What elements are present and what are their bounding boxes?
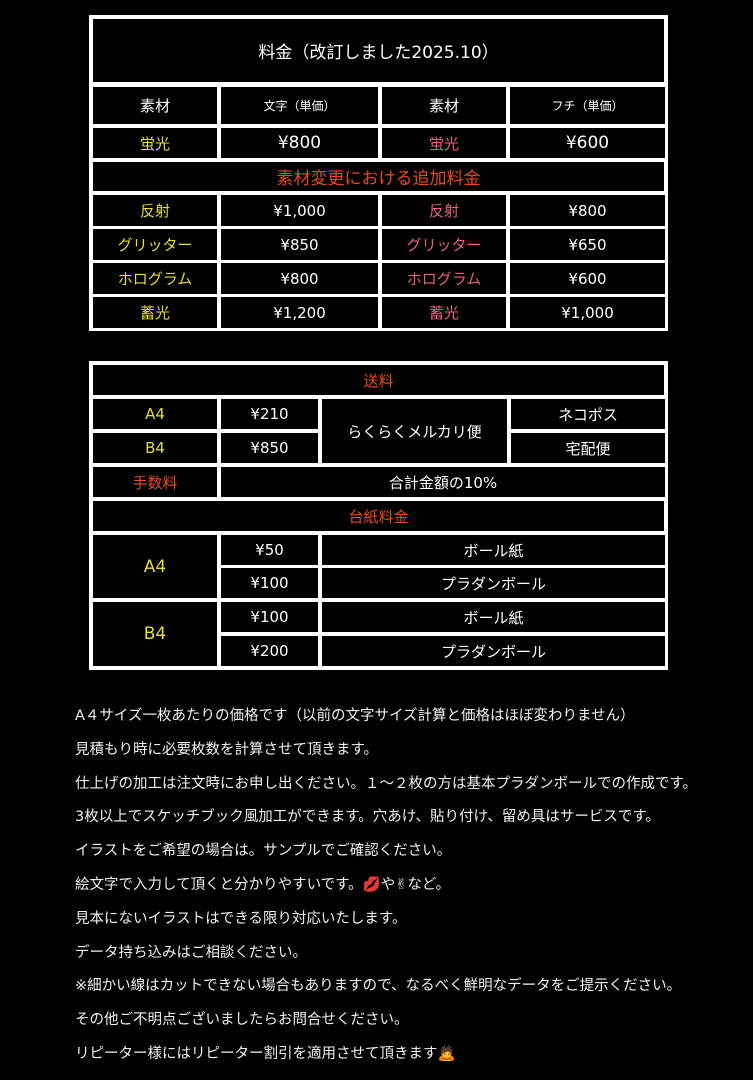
- board-type: ボール紙: [322, 602, 665, 632]
- board-size: A4: [93, 535, 217, 598]
- note-line: 見積もり時に必要枚数を計算させて頂きます。: [75, 741, 379, 758]
- price-cell: ¥600: [510, 128, 665, 158]
- price-cell: ¥600: [510, 263, 665, 294]
- board-price: ¥100: [221, 602, 318, 632]
- material-cell: 蛍光: [93, 128, 217, 158]
- material-cell: 蓄光: [93, 297, 217, 328]
- price-table-title: 料金（改訂しました2025.10）: [93, 19, 664, 82]
- fee-label: 手数料: [93, 467, 217, 497]
- material-cell: グリッター: [93, 229, 217, 260]
- note-line: 3枚以上でスケッチブック風加工ができます。穴あけ、貼り付け、留め具はサービスです…: [75, 809, 660, 826]
- note-line: ※細かい線はカットできない場合もありますので、なるべく鮮明なデータをご提示くださ…: [75, 978, 682, 995]
- board-type: プラダンボール: [322, 636, 665, 666]
- notes: A４サイズ一枚あたりの価格です（以前の文字サイズ計算と価格はほぼ変わりません） …: [75, 700, 697, 1072]
- shipping-service: らくらくメルカリ便: [322, 399, 507, 463]
- price-cell: ¥210: [221, 399, 318, 429]
- note-line: その他ご不明点ございましたらお問合せください。: [75, 1012, 409, 1029]
- note-line: A４サイズ一枚あたりの価格です（以前の文字サイズ計算と価格はほぼ変わりません）: [75, 708, 635, 724]
- method-cell: ネコポス: [511, 399, 665, 429]
- price-cell: ¥850: [221, 433, 318, 463]
- price-cell: ¥1,000: [510, 297, 665, 328]
- note-line: イラストをご希望の場合は。サンプルでご確認ください。: [75, 843, 452, 860]
- board-type: ボール紙: [322, 535, 665, 565]
- board-price: ¥200: [221, 636, 318, 666]
- price-cell: ¥800: [221, 263, 378, 294]
- header-material: 素材: [93, 87, 217, 124]
- note-line: 絵文字で入力して頂くと分かりやすいです。💋や✌など。: [75, 876, 451, 893]
- board-title: 台紙料金: [93, 501, 664, 531]
- header-edge-price: フチ（単価）: [510, 87, 665, 124]
- material-cell: 反射: [93, 195, 217, 226]
- price-cell: ¥800: [510, 195, 665, 226]
- price-table: 料金（改訂しました2025.10） 素材 文字（単価） 素材 フチ（単価） 蛍光…: [89, 15, 668, 331]
- material-cell: ホログラム: [93, 263, 217, 294]
- price-cell: ¥1,200: [221, 297, 378, 328]
- note-line: 見本にないイラストはできる限り対応いたします。: [75, 910, 407, 927]
- section-title: 素材変更における追加料金: [93, 162, 664, 191]
- price-cell: ¥1,000: [221, 195, 378, 226]
- note-line: データ持ち込みはご相談ください。: [75, 944, 307, 961]
- header-material: 素材: [382, 87, 506, 124]
- size-cell: A4: [93, 399, 217, 429]
- fee-value: 合計金額の10%: [221, 467, 665, 497]
- note-line: 仕上げの加工は注文時にお申し出ください。１〜２枚の方は基本プラダンボールでの作成…: [75, 775, 698, 792]
- board-price: ¥50: [221, 535, 318, 565]
- board-price: ¥100: [221, 568, 318, 598]
- material-cell: 反射: [382, 195, 506, 226]
- price-cell: ¥850: [221, 229, 378, 260]
- header-text-price: 文字（単価）: [221, 87, 378, 124]
- shipping-table: 送料 A4 ¥210 らくらくメルカリ便 ネコポス B4 ¥850 宅配便 手数…: [89, 361, 668, 670]
- material-cell: ホログラム: [382, 263, 506, 294]
- material-cell: 蓄光: [382, 297, 506, 328]
- price-cell: ¥800: [221, 128, 378, 158]
- shipping-title: 送料: [93, 365, 664, 395]
- board-type: プラダンボール: [322, 568, 665, 598]
- material-cell: 蛍光: [382, 128, 506, 158]
- size-cell: B4: [93, 433, 217, 463]
- method-cell: 宅配便: [511, 433, 665, 463]
- price-cell: ¥650: [510, 229, 665, 260]
- board-size: B4: [93, 602, 217, 666]
- note-line: リピーター様にはリピーター割引を適用させて頂きます🙇: [75, 1045, 456, 1062]
- material-cell: グリッター: [382, 229, 506, 260]
